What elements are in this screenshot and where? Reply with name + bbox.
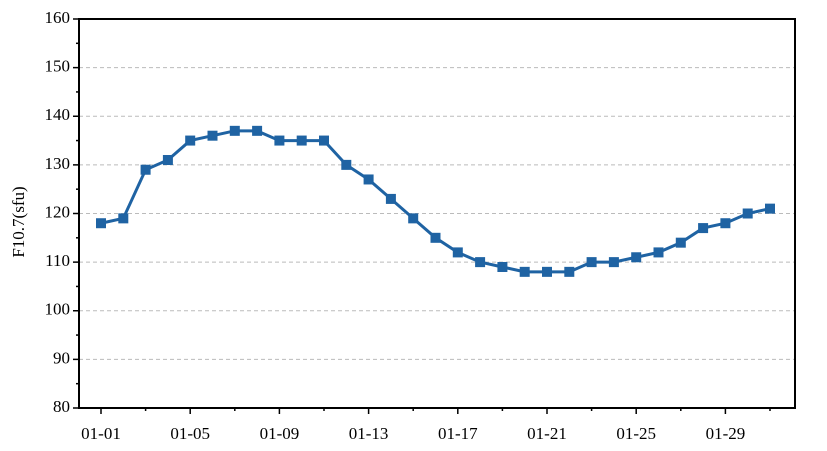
line <box>100 129 771 274</box>
y-tick-label: 150 <box>45 57 71 76</box>
marker <box>252 125 263 136</box>
marker <box>185 135 196 146</box>
x-tick-label: 01-17 <box>438 424 478 443</box>
y-tick-label: 140 <box>45 105 71 124</box>
y-tick-label: 80 <box>53 397 70 416</box>
marker <box>319 135 329 146</box>
y-tick-label: 100 <box>45 300 71 319</box>
x-tick-label: 01-05 <box>170 424 210 443</box>
marker <box>519 266 530 277</box>
marker <box>475 257 486 268</box>
marker <box>742 208 753 219</box>
marker <box>631 252 642 263</box>
marker <box>96 218 106 229</box>
marker <box>385 193 396 204</box>
x-tick-label: 01-01 <box>81 424 121 443</box>
marker <box>229 125 240 136</box>
marker <box>408 213 419 224</box>
marker <box>586 257 597 268</box>
plot-frame <box>78 18 796 409</box>
x-tick-label: 01-09 <box>260 424 300 443</box>
marker <box>274 135 285 146</box>
marker <box>430 232 441 243</box>
x-tick-label: 01-29 <box>706 424 746 443</box>
marker <box>698 223 709 234</box>
x-tick-label: 01-25 <box>616 424 656 443</box>
marker <box>452 247 463 258</box>
y-tick-label: 90 <box>53 348 70 367</box>
marker <box>542 266 552 277</box>
marker <box>497 261 508 272</box>
marker <box>675 237 686 248</box>
marker <box>118 213 129 224</box>
y-tick-label: 160 <box>45 8 71 27</box>
marker <box>140 164 151 175</box>
y-tick-label: 130 <box>45 154 71 173</box>
marker <box>207 130 218 141</box>
marker <box>363 174 374 185</box>
marker <box>765 203 775 214</box>
marker <box>341 159 352 170</box>
y-tick-label: 110 <box>45 251 70 270</box>
marker <box>608 257 619 268</box>
x-tick-label: 01-21 <box>527 424 567 443</box>
marker <box>296 135 307 146</box>
y-tick-label: 120 <box>45 202 71 221</box>
marker <box>564 266 575 277</box>
marker <box>653 247 664 258</box>
marker <box>720 218 731 229</box>
x-tick-label: 01-13 <box>349 424 389 443</box>
marker <box>162 155 173 166</box>
y-axis-label: F10.7(sfu) <box>9 186 28 257</box>
